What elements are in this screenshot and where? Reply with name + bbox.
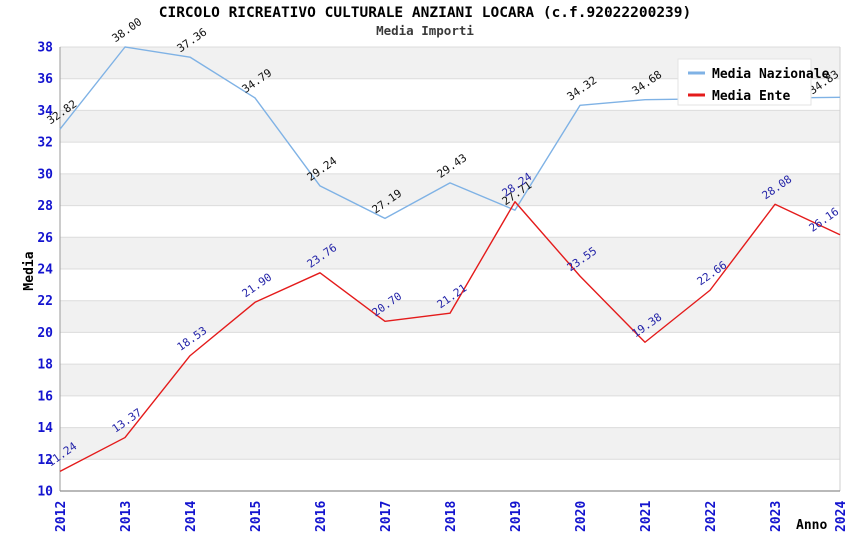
y-tick-label: 32: [37, 136, 53, 151]
y-tick-label: 36: [37, 72, 53, 87]
x-tick-label: 2017: [379, 501, 394, 532]
y-tick-label: 30: [37, 167, 53, 182]
y-tick-label: 22: [37, 294, 53, 309]
y-tick-label: 14: [37, 421, 53, 436]
legend-label-media-ente: Media Ente: [712, 89, 790, 104]
data-label: 38.00: [110, 15, 145, 45]
x-tick-label: 2024: [834, 501, 849, 532]
x-tick-labels: 2012 2013 2014 2015 2016 2017 2018 2019 2020 2021…: [54, 501, 849, 532]
x-tick-label: 2012: [54, 501, 69, 532]
y-axis-title: Media: [22, 251, 37, 290]
chart-subtitle: Media Importi: [376, 23, 474, 38]
plot-band: [60, 364, 840, 396]
y-tick-label: 38: [37, 41, 53, 56]
plot-band: [60, 300, 840, 333]
x-tick-label: 2022: [704, 501, 719, 532]
y-tick-label: 26: [37, 231, 53, 246]
y-tick-labels: 10 12 14 16 18 20 22 24 26 28 30 32 34 36 38: [37, 41, 53, 500]
x-tick-label: 2021: [639, 501, 654, 532]
x-axis-title: Anno: [796, 518, 827, 533]
x-tick-label: 2018: [444, 501, 459, 532]
y-tick-label: 24: [37, 263, 53, 278]
series-line-media-ente: [59, 201, 841, 472]
y-tick-label: 28: [37, 199, 53, 214]
data-label: 26.16: [807, 205, 842, 235]
y-tick-label: 18: [37, 358, 53, 373]
legend-box: [677, 58, 812, 106]
plot-band: [60, 237, 840, 269]
plot-band: [60, 427, 840, 460]
x-tick-label: 2013: [119, 501, 134, 532]
x-tick-label: 2015: [249, 501, 264, 532]
y-tick-label: 20: [37, 326, 53, 341]
y-tick-label: 16: [37, 389, 53, 404]
y-tick-label: 12: [37, 453, 53, 468]
x-tick-label: 2014: [184, 501, 199, 532]
legend: Media Nazionale Media Ente: [677, 58, 830, 106]
x-tick-label: 2023: [769, 501, 784, 532]
y-tick-label: 34: [37, 104, 53, 119]
plot-band: [60, 110, 840, 143]
chart-title: CIRCOLO RICREATIVO CULTURALE ANZIANI LOC…: [159, 5, 692, 21]
legend-label-media-nazionale: Media Nazionale: [712, 67, 830, 82]
plot-band: [60, 173, 840, 206]
y-tick-label: 10: [37, 485, 53, 500]
x-tick-label: 2016: [314, 501, 329, 532]
plot-bands: [60, 47, 840, 460]
x-tick-label: 2020: [574, 501, 589, 532]
axis-lines: [59, 47, 841, 492]
x-tick-label: 2019: [509, 501, 524, 532]
